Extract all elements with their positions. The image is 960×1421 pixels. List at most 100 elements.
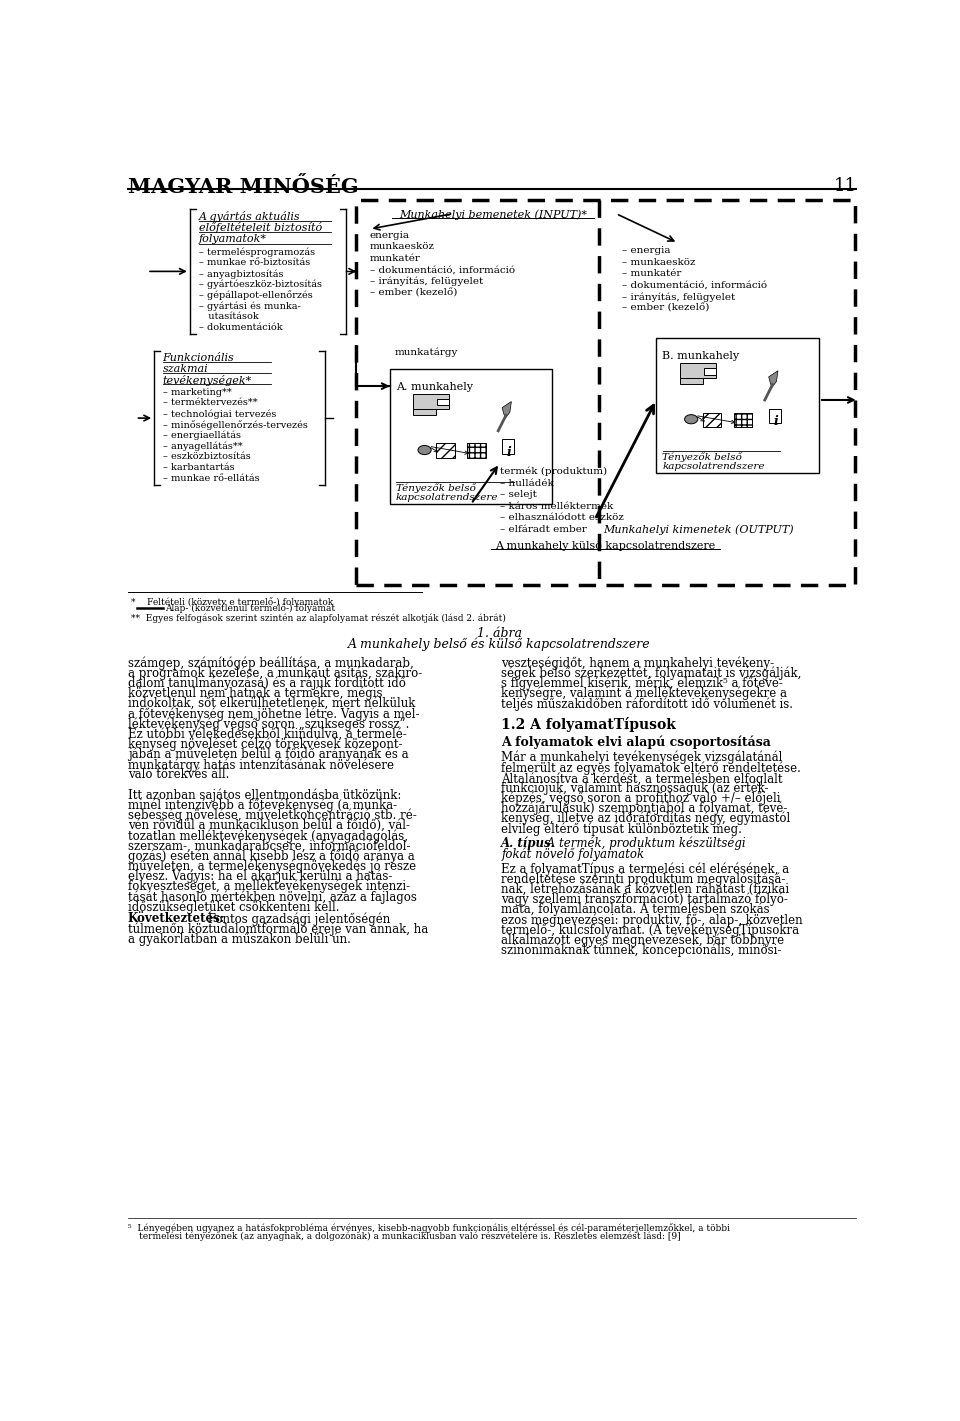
Bar	[468, 443, 486, 458]
Text: fokveszteséget, a melléktevékenységek intenzi-: fokveszteséget, a melléktevékenységek in…	[128, 880, 410, 894]
Bar	[356, 200, 854, 585]
Text: Tényezők belső: Tényezők belső	[396, 483, 476, 493]
Text: minél intenzívebb a főtevékenység (a munka-: minél intenzívebb a főtevékenység (a mun…	[128, 799, 396, 813]
Text: – minőségellenőrzés-tervezés: – minőségellenőrzés-tervezés	[162, 421, 307, 429]
Bar	[413, 394, 449, 409]
Text: időszükségletüket csökkenteni kell.: időszükségletüket csökkenteni kell.	[128, 901, 339, 914]
Text: felmerült az egyes folyamatok eltérő rendeltetése.: felmerült az egyes folyamatok eltérő ren…	[501, 762, 802, 774]
Text: hozzájárulásuk) szempontjából a folyamat, tevé-: hozzájárulásuk) szempontjából a folyamat…	[501, 801, 787, 816]
Text: – termelésprogramozás: – termelésprogramozás	[199, 247, 315, 257]
Text: vén rövidül a munkacikluson belül a főidő), vál-: vén rövidül a munkacikluson belül a főid…	[128, 818, 410, 833]
Text: utasítások: utasítások	[199, 313, 259, 321]
Bar	[436, 443, 455, 458]
Text: B. munkahely: B. munkahely	[662, 351, 739, 361]
Text: vagy szellemi transzformációt) tartalmazó folyó-: vagy szellemi transzformációt) tartalmaz…	[501, 892, 788, 907]
Ellipse shape	[418, 445, 431, 455]
Text: – irányítás, felügyelet: – irányítás, felügyelet	[622, 293, 735, 301]
Text: termelő-, kulcsfolyamat. (A tevékenységTípusokra: termelő-, kulcsfolyamat. (A tevékenységT…	[501, 924, 800, 936]
Text: fokát növelő folyamatok: fokát növelő folyamatok	[501, 847, 644, 861]
Text: munkaesköz: munkaesköz	[370, 242, 435, 252]
Text: túlmenőn köztudalomtformáló ereje van annak, ha: túlmenőn köztudalomtformáló ereje van an…	[128, 922, 428, 935]
Text: – energia: – energia	[622, 246, 671, 254]
Text: tozatlan melléktevékenységek (anyagadagolás,: tozatlan melléktevékenységek (anyagadago…	[128, 830, 408, 843]
Text: – eszközbiztosítás: – eszközbiztosítás	[162, 452, 251, 462]
Text: képzés, végső soron a profithoz való +/– előjeli: képzés, végső soron a profithoz való +/–…	[501, 791, 780, 806]
Text: *    Feltételi (közvetv e termelő-) folyamatok: * Feltételi (közvetv e termelő-) folyama…	[131, 597, 333, 607]
Bar	[703, 412, 721, 426]
Text: alkalmazott egyes megnevezések, bár többnyre: alkalmazott egyes megnevezések, bár több…	[501, 934, 784, 946]
Text: teljes műszakidőben ráfordított idő volumenét is.: teljes műszakidőben ráfordított idő volu…	[501, 698, 793, 710]
Text: – irányítás, felügyelet: – irányítás, felügyelet	[370, 277, 483, 286]
Text: termék (produktum): termék (produktum)	[500, 468, 607, 476]
Bar	[502, 439, 514, 453]
Text: A folyamatok elvi alapú csoportosítása: A folyamatok elvi alapú csoportosítása	[501, 736, 771, 749]
Text: – dokumentáció, információ: – dokumentáció, információ	[622, 280, 767, 290]
Text: – terméktervezés**: – terméktervezés**	[162, 398, 257, 408]
Text: Fontos gazadsági jelentőségén: Fontos gazadsági jelentőségén	[204, 912, 390, 925]
Text: közvetlenul nem hatnak a termékre, mégis: közvetlenul nem hatnak a termékre, mégis	[128, 686, 382, 701]
Text: – gépállapot-ellenőrzés: – gépállapot-ellenőrzés	[199, 291, 313, 300]
Text: tevékenységek*: tevékenységek*	[162, 375, 252, 385]
Text: elvész. Vagyis: ha el akarjuk kerülni a hatás-: elvész. Vagyis: ha el akarjuk kerülni a …	[128, 870, 392, 884]
Text: – gyártóeszköz-biztosítás: – gyártóeszköz-biztosítás	[199, 280, 322, 290]
Text: Munkahelyi kimenetek (OUTPUT): Munkahelyi kimenetek (OUTPUT)	[603, 524, 794, 536]
Text: tását hasonló mértékben növelni, azaz a fajlagos: tását hasonló mértékben növelni, azaz a …	[128, 890, 417, 904]
Text: munkatárgy hatás intenzításának növelésere: munkatárgy hatás intenzításának növelése…	[128, 757, 394, 772]
Text: Alap- (közvetlenul termelő-) folyamat: Alap- (közvetlenul termelő-) folyamat	[165, 604, 335, 612]
Text: való törekvés áll.: való törekvés áll.	[128, 769, 229, 782]
Text: elvileg eltérő típusát különböztetik meg.: elvileg eltérő típusát különböztetik meg…	[501, 823, 742, 836]
Text: Funkcionális: Funkcionális	[162, 352, 234, 362]
Text: **  Egyes felfogások szerint szintén az alapfolyamat részét alkotják (lásd 2. áb: ** Egyes felfogások szerint szintén az a…	[131, 614, 506, 622]
Text: szerszam-, munkadarabcsere, információfeldol-: szerszam-, munkadarabcsere, információfe…	[128, 840, 410, 853]
Text: a gyakorlatban a műszakon belüli ún.: a gyakorlatban a műszakon belüli ún.	[128, 932, 350, 946]
Bar	[390, 369, 552, 504]
Text: A. típus.: A. típus.	[501, 837, 556, 850]
Text: funkciójuk, valamint hasznosságuk (az érték-: funkciójuk, valamint hasznosságuk (az ér…	[501, 782, 769, 794]
Text: számgep, számítógép beállítása, a munkadarab,: számgep, számítógép beállítása, a munkad…	[128, 657, 414, 669]
Text: sebesség növelése, műveletkoncentráció stb. ré-: sebesség növelése, műveletkoncentráció s…	[128, 809, 417, 823]
Text: – munkaesköz: – munkaesköz	[622, 257, 696, 267]
Text: – anyagellátás**: – anyagellátás**	[162, 442, 242, 450]
Text: kenység, illetve az időráfordítás négy, egymástól: kenység, illetve az időráfordítás négy, …	[501, 811, 790, 826]
Text: – anyagbiztosítás: – anyagbiztosítás	[199, 269, 283, 279]
Bar	[733, 412, 753, 426]
Text: munkatárgy: munkatárgy	[396, 348, 459, 357]
Bar	[704, 368, 715, 375]
Bar	[680, 378, 703, 385]
Text: – energiaellátás: – energiaellátás	[162, 431, 241, 441]
Text: i: i	[507, 446, 512, 459]
Text: nak, létrehozásának a közvetlen ráhatást (fizikai: nak, létrehozásának a közvetlen ráhatást…	[501, 882, 789, 895]
Text: – hulládék: – hulládék	[500, 479, 554, 487]
Text: A munkahely külső kapcsolatrendszere: A munkahely külső kapcsolatrendszere	[495, 540, 715, 551]
Text: – elhasználódott eszköz: – elhasználódott eszköz	[500, 513, 624, 522]
Bar	[413, 409, 436, 415]
Text: Általánosítva a kérdést, a termelésben elfoglalt: Általánosítva a kérdést, a termelésben e…	[501, 772, 782, 786]
Text: energia: energia	[370, 230, 410, 240]
Text: kenységre, valamint a melléktevékenységekre a: kenységre, valamint a melléktevékenysége…	[501, 686, 787, 701]
Text: – ember (kezelő): – ember (kezelő)	[622, 304, 709, 313]
Text: Következtetés:: Következtetés:	[128, 912, 225, 925]
Text: előfeltételeit biztosító: előfeltételeit biztosító	[199, 222, 323, 233]
Text: a főtevékenység nem jöhetne létre. Vagyis a mel-: a főtevékenység nem jöhetne létre. Vagyi…	[128, 708, 420, 720]
Text: ⁵  Lényegében ugyanez a hatásfokprobléma érvényes, kisebb-nagyobb funkcionális e: ⁵ Lényegében ugyanez a hatásfokprobléma …	[128, 1223, 730, 1233]
Polygon shape	[502, 402, 512, 418]
Text: A gyártás aktuális: A gyártás aktuális	[199, 210, 300, 222]
Text: Tényezők belső: Tényezők belső	[662, 452, 742, 462]
Ellipse shape	[684, 415, 698, 423]
Text: termelési tényezőnek (az anyagnak, a dolgozónak) a munkaciklusban való részvétel: termelési tényezőnek (az anyagnak, a dol…	[139, 1232, 681, 1242]
Text: – ember (kezelő): – ember (kezelő)	[370, 288, 457, 297]
Text: i: i	[773, 415, 778, 428]
Polygon shape	[769, 371, 778, 388]
Text: szakmai: szakmai	[162, 364, 208, 374]
Text: rendeltetése szerinti produktum megvalósításá-: rendeltetése szerinti produktum megvalós…	[501, 872, 785, 885]
Text: műveleten, a termelékenységnövekedés jó része: műveleten, a termelékenységnövekedés jó …	[128, 860, 416, 872]
Text: – munkae rő-biztosítás: – munkae rő-biztosítás	[199, 259, 310, 267]
Text: Itt azonban sajátos ellentmondásba ütközünk:: Itt azonban sajátos ellentmondásba ütköz…	[128, 789, 401, 801]
Text: dalom tanulmányozása) és a rájuk fordított idő: dalom tanulmányozása) és a rájuk fordíto…	[128, 676, 406, 691]
Text: – karbantartás: – karbantartás	[162, 463, 234, 472]
Text: – dokumentációk: – dokumentációk	[199, 323, 282, 333]
Text: – technológiai tervezés: – technológiai tervezés	[162, 409, 276, 419]
Text: A termék, produktum készültségi: A termék, produktum készültségi	[543, 837, 746, 850]
Text: – marketing**: – marketing**	[162, 388, 231, 396]
Bar	[437, 399, 449, 405]
